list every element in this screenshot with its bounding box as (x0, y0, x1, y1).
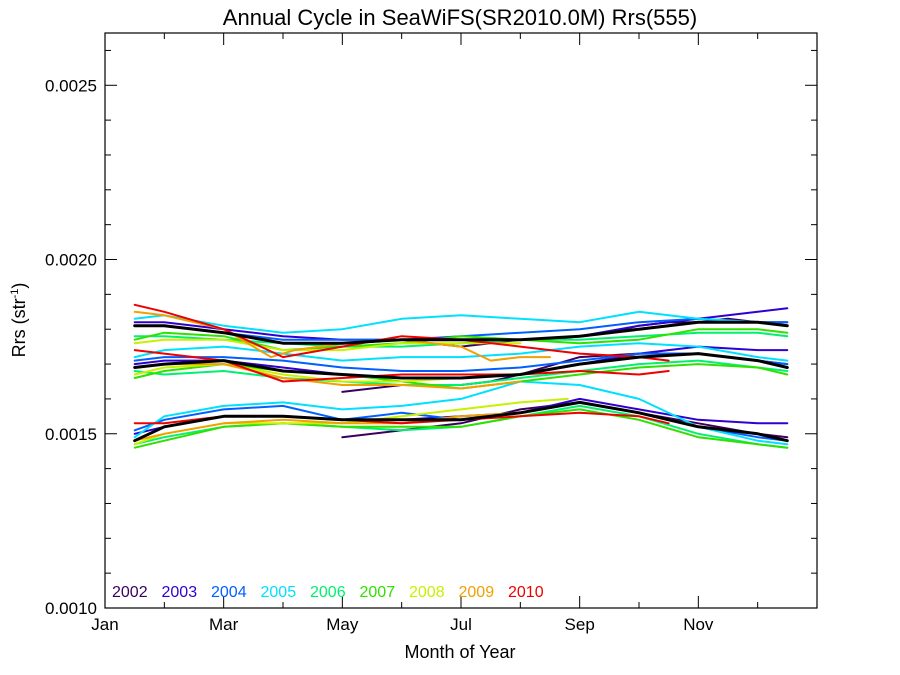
series-line-2005-mid (133, 342, 789, 362)
series-line-2009-high (133, 310, 551, 362)
axis-tick-labels: Jan Mar May Jul Sep Nov 0.0010 0.0015 0.0020 0.00… (45, 76, 714, 634)
legend-entry-2002: 2002 (112, 584, 148, 601)
y-axis-title: Rrs (str-1) (9, 283, 29, 358)
legend-entry-2005: 2005 (261, 584, 297, 601)
x-tick-label-4: Sep (565, 615, 595, 634)
legend: 2002 2003 2004 2005 2006 2007 2008 2009 2010 (112, 584, 544, 601)
x-tick-label-3: Jul (450, 615, 472, 634)
series-line-2009-low (133, 411, 522, 442)
series-line-2008-high (133, 338, 522, 352)
series-line-2006-mid (133, 359, 789, 386)
x-tick-label-5: Nov (683, 615, 714, 634)
legend-entry-2010: 2010 (508, 584, 544, 601)
svg-text:Rrs (str-1): Rrs (str-1) (9, 283, 29, 358)
legend-entry-2009: 2009 (459, 584, 495, 601)
chart-title: Annual Cycle in SeaWiFS(SR2010.0M) Rrs(5… (223, 5, 697, 30)
legend-entry-2003: 2003 (162, 584, 198, 601)
x-axis-title: Month of Year (404, 642, 515, 662)
mean-line-mid (133, 352, 789, 380)
series-line-2010-high (133, 303, 670, 362)
x-tick-label-0: Jan (91, 615, 118, 634)
y-tick-label-0: 0.0010 (45, 599, 97, 618)
mean-line-low (133, 400, 789, 443)
series-line-2007-low (133, 408, 789, 449)
series-lines (133, 303, 789, 449)
series-line-2007-high (133, 328, 789, 352)
axis-ticks (104, 33, 817, 609)
y-axis-title-close: ) (9, 283, 29, 289)
series-line-2010-mid (133, 349, 670, 383)
y-tick-label-3: 0.0025 (45, 76, 97, 95)
y-tick-label-1: 0.0015 (45, 425, 97, 444)
legend-entry-2004: 2004 (211, 584, 247, 601)
mean-lines (133, 320, 789, 443)
legend-entry-2006: 2006 (310, 584, 346, 601)
mean-line-high (133, 320, 789, 345)
y-tick-label-2: 0.0020 (45, 251, 97, 270)
legend-entry-2008: 2008 (409, 584, 445, 601)
y-axis-title-superscript: -1 (9, 289, 21, 299)
legend-entry-2007: 2007 (360, 584, 396, 601)
x-tick-label-1: Mar (209, 615, 239, 634)
x-tick-label-2: May (326, 615, 359, 634)
y-axis-title-main: Rrs (str (9, 298, 29, 357)
series-line-2005-high (133, 310, 789, 334)
